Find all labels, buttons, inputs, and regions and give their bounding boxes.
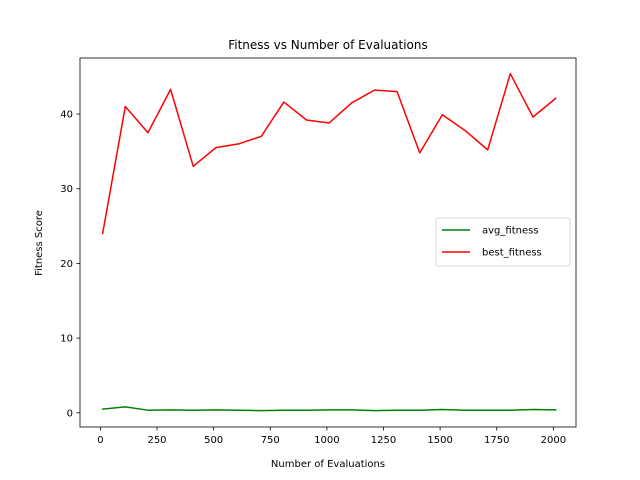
legend-label-avg_fitness: avg_fitness [482,226,539,237]
x-axis-title: Number of Evaluations [271,459,385,470]
plot-area [79,57,577,428]
legend: avg_fitness best_fitness [435,217,571,267]
y-tick-label: 30 [60,184,73,195]
x-tick-label: 1500 [427,435,452,446]
series-line-avg_fitness [101,406,557,412]
x-tick-label: 750 [261,435,280,446]
x-tick-label: 1750 [484,435,509,446]
series-line-best_fitness [101,72,557,235]
x-tick-label: 0 [97,435,103,446]
y-axis-title: Fitness Score [34,210,45,276]
x-tick-label: 500 [204,435,223,446]
y-tick-label: 10 [60,334,73,345]
x-tick-label: 250 [147,435,166,446]
axes-ticks: 0 250 500 750 1000 1250 1500 1750 2000 0 10 20 30 40 [60,110,566,446]
x-tick-label: 1250 [371,435,396,446]
y-tick-label: 20 [60,259,73,270]
y-tick-label: 40 [60,110,73,121]
axes-frame [79,57,577,428]
legend-label-best_fitness: best_fitness [482,248,542,259]
x-tick-label: 2000 [541,435,566,446]
x-tick-label: 1000 [314,435,339,446]
y-tick-label: 0 [67,408,73,419]
chart-title: Fitness vs Number of Evaluations [228,38,428,52]
